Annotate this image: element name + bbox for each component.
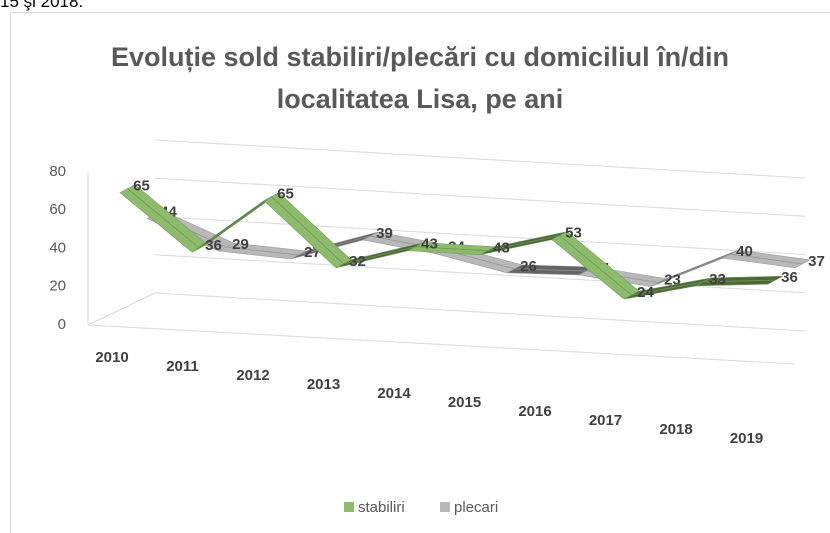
data-label: 43 bbox=[493, 240, 510, 257]
data-label: 36 bbox=[781, 269, 798, 286]
x-tick-label: 2011 bbox=[166, 358, 199, 375]
x-tick-label: 2016 bbox=[518, 403, 551, 420]
series-line bbox=[127, 188, 776, 296]
x-tick-label: 2017 bbox=[589, 412, 622, 429]
data-label: 32 bbox=[349, 253, 366, 270]
data-label: 53 bbox=[565, 225, 582, 242]
page-text: 15 şi 2018. bbox=[0, 0, 84, 11]
data-label: 65 bbox=[277, 186, 294, 203]
y-tick-label: 80 bbox=[49, 163, 66, 180]
grid-line bbox=[154, 254, 806, 294]
y-tick-label: 20 bbox=[49, 278, 66, 295]
x-tick-label: 2019 bbox=[730, 430, 763, 447]
x-tick-label: 2018 bbox=[659, 421, 692, 438]
y-tick-label: 0 bbox=[58, 316, 66, 333]
grid-line bbox=[154, 177, 806, 217]
x-tick-label: 2012 bbox=[236, 367, 269, 384]
data-label: 36 bbox=[205, 237, 222, 254]
data-label: 65 bbox=[133, 178, 150, 195]
x-tick-label: 2014 bbox=[377, 385, 411, 402]
data-label: 33 bbox=[709, 271, 726, 288]
chart-title: Evoluție sold stabiliri/plecări cu domic… bbox=[110, 42, 730, 114]
legend-swatch bbox=[344, 502, 354, 512]
legend-label: plecari bbox=[454, 499, 498, 516]
data-label: 37 bbox=[808, 253, 825, 270]
series-line bbox=[154, 214, 803, 284]
x-tick-label: 2010 bbox=[95, 349, 128, 366]
grid-line bbox=[154, 216, 806, 255]
data-label: 29 bbox=[232, 236, 249, 253]
data-label: 40 bbox=[736, 243, 753, 260]
grid-line bbox=[154, 292, 806, 332]
floor-side bbox=[87, 292, 156, 326]
x-tick-label: 2013 bbox=[307, 376, 340, 393]
y-tick-label: 40 bbox=[49, 239, 66, 256]
data-label: 39 bbox=[376, 225, 393, 242]
data-label: 43 bbox=[421, 236, 438, 253]
legend-swatch bbox=[440, 502, 450, 512]
chart-border bbox=[10, 12, 830, 533]
data-label: 26 bbox=[520, 258, 537, 275]
legend-label: stabiliri bbox=[358, 499, 405, 516]
floor-front bbox=[87, 324, 796, 365]
x-tick-label: 2015 bbox=[448, 394, 481, 411]
grid-line bbox=[154, 139, 806, 179]
y-tick-label: 60 bbox=[49, 201, 66, 218]
data-label: 24 bbox=[637, 284, 654, 301]
